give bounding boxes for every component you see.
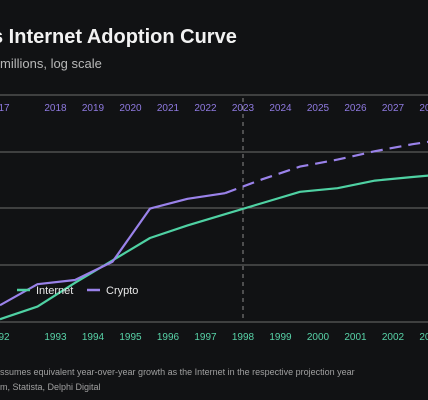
- bottom-tick-label: 2003: [419, 332, 428, 343]
- crypto-projection-line: [224, 140, 428, 195]
- top-tick-label: 2026: [344, 103, 367, 114]
- bottom-axis: 92 1993 1994 1995 1996 1997 1998 1999 2000 2001 20…: [0, 332, 428, 343]
- bottom-tick-label: 1996: [157, 332, 180, 343]
- top-tick-label: 2027: [382, 103, 405, 114]
- top-tick-label: 2028: [419, 103, 428, 114]
- chart-title: s Internet Adoption Curve: [0, 26, 237, 48]
- bottom-tick-label: 2000: [307, 332, 330, 343]
- top-tick-label: 17: [0, 103, 10, 114]
- bottom-tick-label: 1998: [232, 332, 255, 343]
- top-tick-label: 2025: [307, 103, 330, 114]
- bottom-tick-label: 1997: [194, 332, 217, 343]
- legend: Internet Crypto: [17, 285, 138, 297]
- bottom-tick-label: 92: [0, 332, 10, 343]
- series-layer: [0, 140, 428, 321]
- top-tick-label: 2021: [157, 103, 180, 114]
- top-tick-label: 2020: [119, 103, 142, 114]
- top-tick-label: 2019: [82, 103, 105, 114]
- footnote-line-1: ssumes equivalent year-over-year growth …: [0, 367, 355, 377]
- crypto-line: [0, 192, 226, 307]
- top-tick-label: 2022: [194, 103, 217, 114]
- bottom-tick-label: 1995: [119, 332, 142, 343]
- grid: [0, 94, 428, 323]
- top-axis: 17 2018 2019 2020 2021 2022 2023 2024 2025 2026 20…: [0, 103, 428, 114]
- legend-internet-label: Internet: [36, 285, 73, 297]
- bottom-tick-label: 1993: [44, 332, 67, 343]
- legend-crypto-label: Crypto: [106, 285, 138, 297]
- internet-line: [0, 174, 428, 321]
- bottom-tick-label: 1999: [269, 332, 292, 343]
- bottom-tick-label: 2002: [382, 332, 405, 343]
- bottom-tick-label: 1994: [82, 332, 105, 343]
- footnote-line-2: m, Statista, Delphi Digital: [0, 382, 101, 392]
- top-tick-label: 2024: [269, 103, 292, 114]
- top-tick-label: 2023: [232, 103, 255, 114]
- bottom-tick-label: 2001: [344, 332, 367, 343]
- top-tick-label: 2018: [44, 103, 67, 114]
- chart-subtitle: millions, log scale: [0, 56, 102, 71]
